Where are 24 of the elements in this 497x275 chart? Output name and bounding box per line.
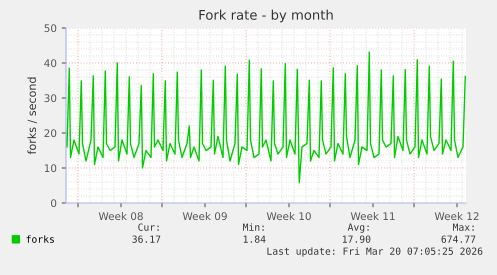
x-tick-label: Week 12 <box>434 212 479 220</box>
text: 17.90 <box>342 235 370 243</box>
chart-title: Fork rate - by month <box>200 10 333 22</box>
text: 36.17 <box>132 235 160 243</box>
text: Last update: Fri Mar 20 07:05:25 2026 <box>267 247 482 257</box>
x-tick-label: Week 10 <box>266 212 311 220</box>
text: Max: <box>452 224 474 231</box>
y-tick-label: 20 <box>44 129 56 138</box>
x-tick-label: Week 08 <box>98 212 143 220</box>
text: Avg: <box>348 224 369 233</box>
y-tick-label: 30 <box>44 94 56 102</box>
text: Cur: <box>138 223 159 231</box>
y-tick-label: 50 <box>44 24 56 32</box>
line-series <box>66 51 466 184</box>
y-axis-title: forks / second <box>27 78 37 154</box>
x-tick-label: Week 09 <box>182 212 227 220</box>
y-tick-label: 40 <box>44 59 56 68</box>
legend-label: forks <box>26 235 54 243</box>
x-tick-label: Week 11 <box>350 212 395 220</box>
y-tick-label: 0 <box>51 199 56 208</box>
y-tick-label: 10 <box>44 164 56 172</box>
text: Min: <box>242 223 264 231</box>
text: 674.77 <box>442 235 476 243</box>
text: 1.84 <box>244 235 266 243</box>
